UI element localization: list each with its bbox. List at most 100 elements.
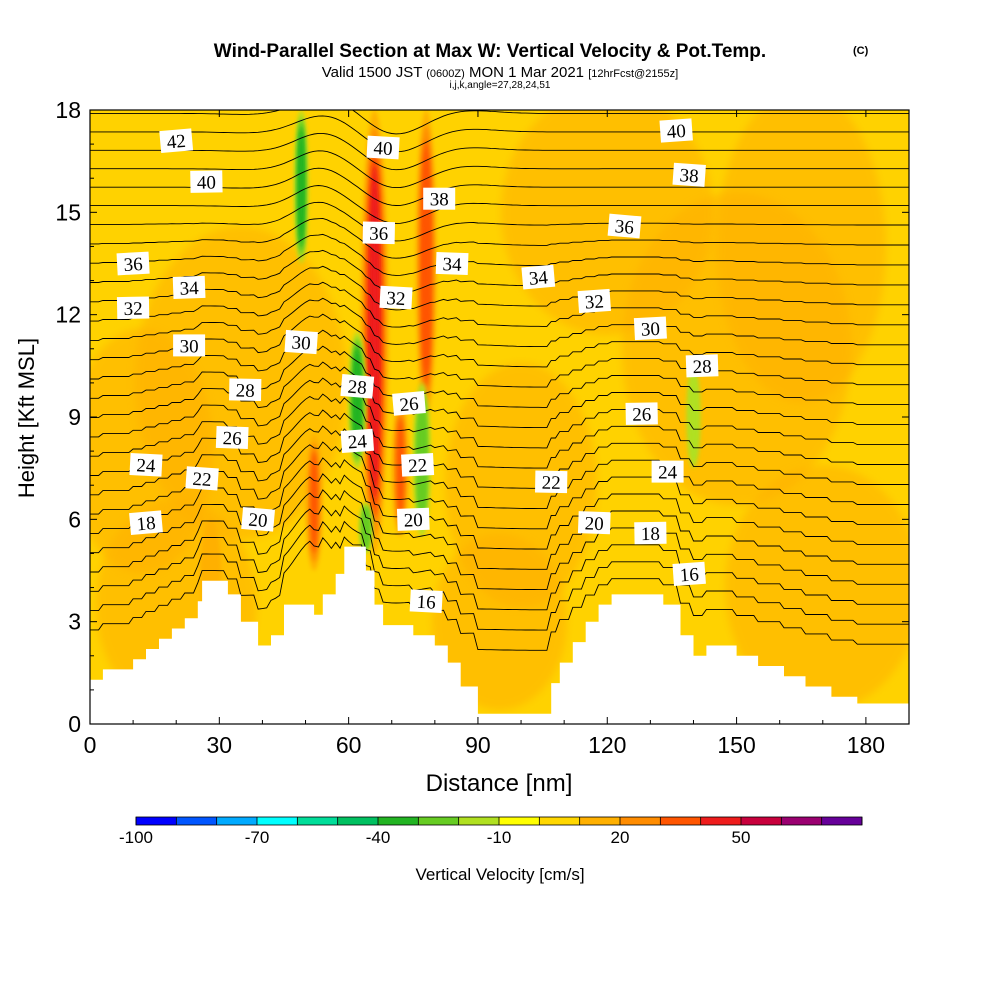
isentrope-label: 26: [625, 402, 658, 426]
isentrope-label-text: 30: [180, 336, 199, 357]
isentrope-line: [90, 345, 909, 408]
isentrope-line: [90, 115, 909, 153]
isentrope-label: 28: [229, 378, 262, 402]
isentrope-line: [90, 167, 909, 206]
colorbar-tick-label: -100: [119, 828, 153, 847]
isentrope-label-text: 20: [403, 510, 423, 532]
isentrope-line: [90, 505, 909, 611]
x-tick-label: 0: [84, 732, 97, 758]
isentrope-label: 16: [409, 589, 443, 614]
isentrope-label: 22: [185, 466, 219, 491]
colorbar-tick-label: -70: [245, 828, 270, 847]
colorbar-band: [337, 817, 378, 825]
isentrope-label: 30: [633, 316, 667, 341]
isentrope-label: 26: [215, 425, 249, 450]
isentrope-line: [90, 201, 909, 242]
isentrope-label-text: 36: [369, 224, 388, 245]
isentrope-label-text: 22: [541, 473, 560, 494]
y-tick-label: 18: [55, 97, 81, 123]
isentrope-line: [90, 329, 909, 388]
isentrope-label: 24: [129, 452, 163, 477]
isentrope-label-text: 28: [347, 377, 368, 400]
isentrope-label-text: 38: [430, 190, 449, 211]
isentrope-label-text: 24: [347, 431, 368, 453]
isentrope-line: [90, 265, 909, 311]
colorbar-tick-label: -40: [366, 828, 391, 847]
valid-time: Valid 1500 JST (0600Z) MON 1 Mar 2021 [1…: [322, 64, 678, 81]
updraft-cell: [370, 182, 379, 481]
isentrope-label-text: 18: [641, 524, 660, 545]
y-tick-label: 15: [55, 199, 81, 225]
isentrope-line: [90, 185, 909, 224]
plot-area: 42 40 40 40 38 38 36 36 36 34 34 34 32 32 32 30 30 30 28 28…: [90, 110, 909, 724]
colorbar-band: [418, 817, 459, 825]
isentrope-label: 38: [423, 187, 456, 211]
x-tick-label: 90: [465, 732, 491, 758]
updraft-cell: [310, 451, 318, 553]
isentrope-label-text: 26: [632, 404, 651, 425]
isentrope-label-text: 40: [197, 172, 216, 193]
colorbar-tick-label: 50: [732, 828, 751, 847]
isentrope-label-text: 34: [528, 267, 549, 290]
isentrope-label: 22: [401, 452, 435, 477]
colorbar-band: [297, 817, 338, 825]
x-tick-label: 180: [847, 732, 885, 758]
isentrope-line: [90, 217, 909, 259]
grid-indices: i,j,k,angle=27,28,24,51: [450, 80, 551, 91]
isentrope-labels: 42 40 40 40 38 38 36 36 36 34 34 34 32 32 32 30 30 30 28 28…: [116, 118, 719, 614]
isentrope-label: 34: [435, 251, 469, 276]
isentrope-label-text: 22: [408, 455, 428, 477]
isentrope-label-text: 30: [640, 319, 660, 341]
colorbar-band: [176, 817, 217, 825]
colorbar-band: [136, 817, 177, 825]
isentrope-label: 40: [366, 135, 400, 160]
isentrope-line: [90, 377, 909, 449]
isentrope-label-text: 40: [666, 121, 686, 143]
isentrope-line: [90, 489, 909, 591]
colorbar-tick-label: 20: [611, 828, 630, 847]
isentrope-label: 28: [340, 373, 375, 400]
colorbar-band: [700, 817, 741, 825]
isentrope-label: 36: [607, 213, 642, 239]
isentrope-line: [90, 361, 909, 429]
isentrope-line: [90, 393, 909, 469]
isentrope-label-text: 28: [235, 381, 254, 402]
updraft-cell: [396, 417, 405, 519]
colorbar-band: [579, 817, 620, 825]
colorbar-band: [539, 817, 580, 825]
colorbar-band: [781, 817, 822, 825]
isentrope-label-text: 26: [399, 394, 420, 417]
isentrope-label-text: 36: [123, 254, 143, 276]
isentrope-label: 32: [577, 288, 612, 314]
isentrope-line: [90, 249, 909, 294]
isentrope-label: 34: [521, 264, 556, 290]
isentrope-label: 30: [284, 329, 318, 355]
y-tick-label: 0: [68, 711, 81, 737]
isentrope-line: [90, 473, 909, 570]
colorbar-band: [257, 817, 298, 825]
isentrope-line: [90, 233, 909, 276]
colorbar-tick-label: -10: [487, 828, 512, 847]
colorbar-band: [620, 817, 661, 825]
isentrope-contours: [90, 110, 909, 651]
isentrope-label-text: 32: [584, 291, 604, 313]
updraft-cell: [422, 156, 430, 371]
isentrope-label-text: 34: [442, 254, 462, 276]
isentrope-line: [90, 520, 909, 631]
isentrope-line: [90, 150, 909, 189]
isentrope-label-text: 40: [373, 138, 393, 160]
isentrope-line: [90, 281, 909, 328]
isentrope-label-text: 28: [692, 356, 712, 378]
isentrope-label: 18: [634, 521, 667, 545]
x-tick-label: 60: [336, 732, 362, 758]
isentrope-label: 36: [116, 251, 150, 276]
isentrope-label: 40: [659, 118, 693, 143]
colorbar-band: [741, 817, 782, 825]
colorbar-band: [499, 817, 540, 825]
copyright-mark: (C): [853, 45, 869, 57]
isentrope-line: [90, 297, 909, 348]
colorbar-label: Vertical Velocity [cm/s]: [415, 865, 584, 884]
downdraft-cell: [298, 133, 304, 241]
y-tick-label: 3: [68, 609, 81, 635]
isentrope-label: 30: [173, 334, 206, 357]
